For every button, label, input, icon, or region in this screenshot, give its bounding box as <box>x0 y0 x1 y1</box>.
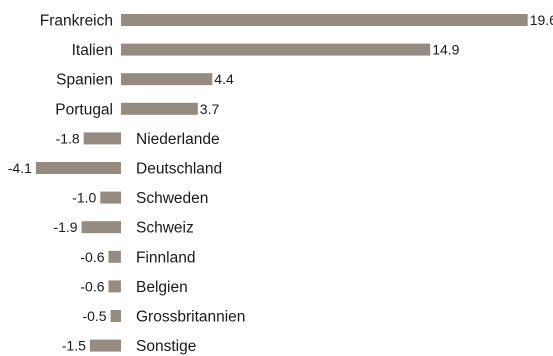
category-label: Portugal <box>55 101 113 118</box>
category-label: Finnland <box>136 249 195 266</box>
category-label: Italien <box>72 42 113 59</box>
category-label: Schweiz <box>136 220 194 237</box>
bar-spanien <box>121 73 213 86</box>
category-label: Niederlande <box>136 131 220 148</box>
category-label: Grossbritannien <box>136 309 245 326</box>
category-label: Schweden <box>136 190 208 207</box>
value-label: 19.6 <box>530 12 553 28</box>
value-label: -0.6 <box>80 249 104 265</box>
category-label: Spanien <box>56 72 113 89</box>
value-label: -0.6 <box>80 278 104 294</box>
value-label: -1.8 <box>56 130 80 146</box>
bar-sonstige <box>89 339 121 352</box>
bar-schweden <box>100 191 122 204</box>
bar-italien <box>121 43 431 56</box>
value-label: 3.7 <box>200 101 220 117</box>
value-label: -0.5 <box>82 308 106 324</box>
bar-frankreich <box>121 14 528 26</box>
category-label: Frankreich <box>40 13 113 30</box>
value-label: 14.9 <box>432 42 459 58</box>
bar-niederlande <box>83 132 122 145</box>
bar-finnland <box>108 250 121 263</box>
bar-belgien <box>108 280 121 293</box>
category-label: Deutschland <box>136 161 222 178</box>
bar-grossbritannien <box>110 310 121 322</box>
bar-schweiz <box>81 221 121 234</box>
value-label: -4.1 <box>8 160 32 176</box>
bar-portugal <box>121 102 198 115</box>
category-label: Belgien <box>136 279 188 296</box>
value-label: -1.0 <box>72 190 96 206</box>
value-label: -1.5 <box>62 338 86 354</box>
bar-deutschland <box>35 162 121 174</box>
category-label: Sonstige <box>136 338 196 355</box>
value-label: -1.9 <box>53 219 77 235</box>
value-label: 4.4 <box>214 71 234 87</box>
